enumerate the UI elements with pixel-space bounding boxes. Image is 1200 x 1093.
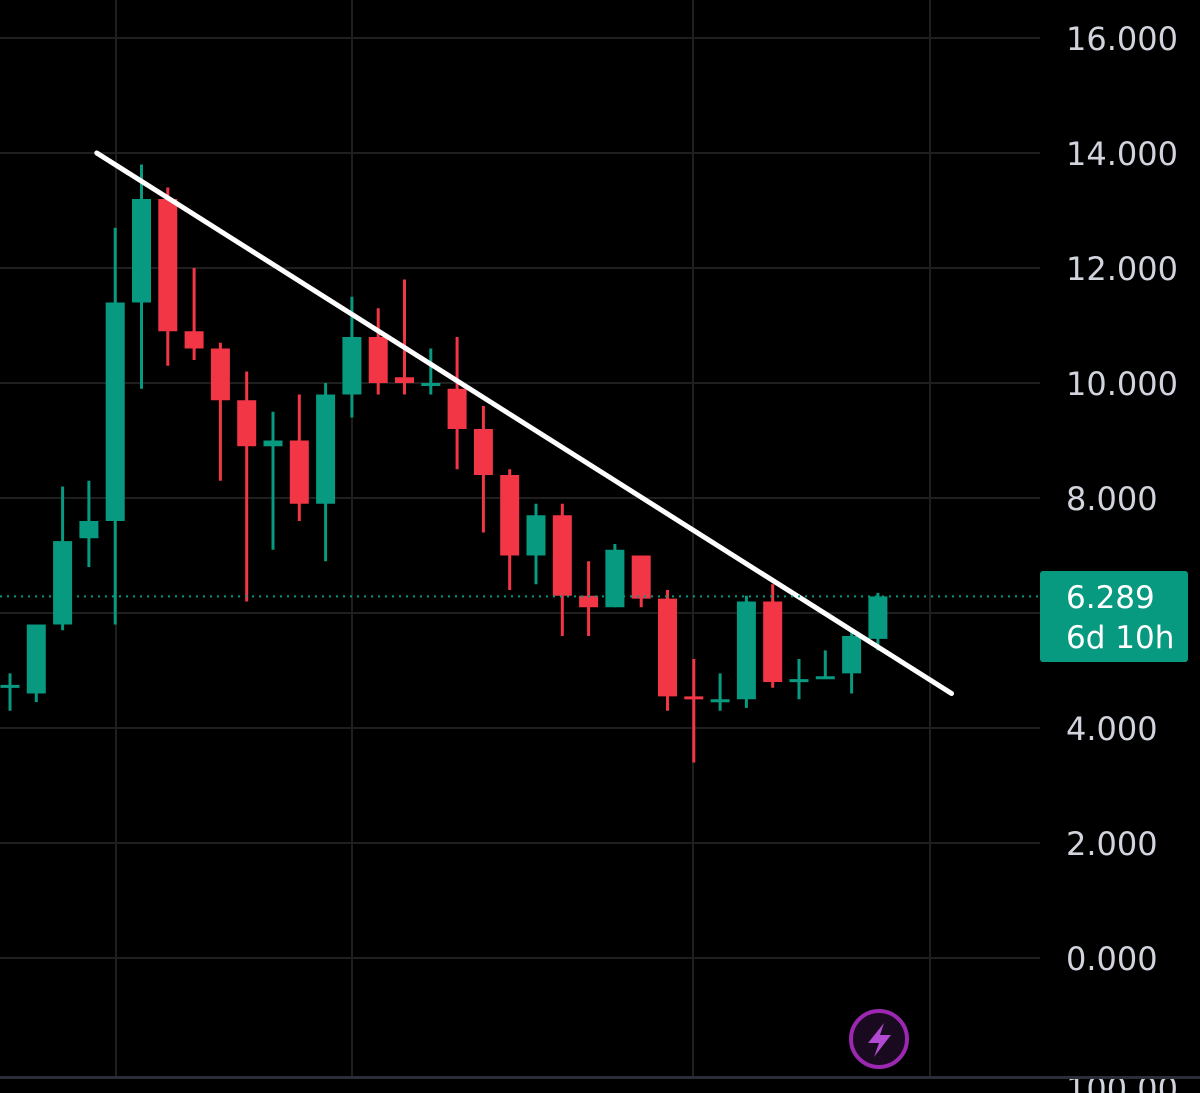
candle-body — [289, 440, 309, 504]
candle-body — [631, 555, 651, 599]
candle — [368, 308, 388, 395]
candle — [552, 503, 572, 636]
candle-body — [447, 388, 467, 429]
candle — [210, 342, 230, 481]
lightning-bolt-icon[interactable] — [849, 1009, 909, 1069]
trendline-layer — [94, 150, 955, 696]
candle-body — [421, 383, 441, 386]
price-axis-tick-label: 10.000 — [1066, 365, 1178, 403]
candle — [0, 673, 20, 711]
candle — [763, 584, 783, 688]
candle-body — [263, 440, 283, 447]
candle — [79, 480, 99, 567]
partial-bottom-axis-label: 100.00 — [1066, 1070, 1178, 1093]
price-axis-tick-label: 8.000 — [1066, 480, 1158, 518]
candle-body — [237, 400, 257, 447]
candle-body — [868, 596, 888, 639]
lightning-bolt-shape — [868, 1023, 891, 1057]
candle-body — [658, 598, 677, 697]
price-axis-tick-label: 12.000 — [1066, 250, 1178, 288]
candle-body — [710, 699, 730, 703]
price-axis-tick-label: 16.000 — [1066, 20, 1178, 58]
price-axis-tick-label: 2.000 — [1066, 825, 1158, 863]
candle-body — [79, 521, 99, 539]
candle — [526, 503, 546, 585]
candle-body — [105, 302, 125, 521]
trendline[interactable] — [94, 150, 955, 696]
candle — [842, 630, 862, 694]
price-tag-countdown: 6d 10h — [1066, 620, 1174, 656]
candle — [815, 650, 835, 680]
candle — [736, 595, 756, 708]
candle-body — [53, 541, 73, 625]
candle — [105, 227, 125, 625]
price-axis-tick-label: 4.000 — [1066, 710, 1158, 748]
candle-body — [842, 636, 862, 674]
last-price-tag: 6.289 6d 10h — [1040, 571, 1188, 662]
time-axis-separator — [0, 1076, 1200, 1079]
candle-body — [684, 696, 704, 700]
candle-body — [184, 331, 204, 349]
candle — [237, 371, 257, 602]
candle — [395, 279, 414, 395]
candle — [868, 592, 888, 651]
candle — [658, 590, 677, 711]
candle — [710, 673, 730, 711]
candle — [579, 561, 599, 636]
candle-body — [158, 199, 178, 332]
candle-body — [763, 601, 783, 682]
candle-body — [26, 624, 46, 694]
candle — [316, 383, 336, 562]
candle-body — [368, 337, 388, 383]
candle-body — [473, 429, 493, 475]
candle — [473, 406, 493, 533]
candle-body — [736, 601, 756, 700]
price-tag-value: 6.289 — [1066, 580, 1155, 616]
candle-body — [0, 684, 20, 688]
candle-body — [789, 679, 809, 683]
candle — [53, 486, 73, 631]
candle — [684, 659, 704, 763]
candle — [158, 187, 178, 366]
candles — [0, 164, 888, 763]
price-axis-tick-label: 14.000 — [1066, 135, 1178, 173]
candle-body — [132, 199, 151, 303]
candle — [132, 164, 151, 389]
candle — [500, 469, 520, 590]
candle-body — [815, 676, 835, 680]
candle — [26, 624, 46, 703]
candle-body — [552, 515, 572, 596]
candle — [789, 659, 809, 700]
candle-body — [579, 595, 599, 608]
candle-body — [605, 549, 625, 608]
candle-body — [395, 377, 414, 383]
candle-body — [526, 515, 546, 556]
candle — [421, 348, 441, 395]
candle — [631, 555, 651, 608]
candle — [447, 337, 467, 470]
candle-body — [316, 394, 336, 504]
candle-body — [500, 475, 520, 556]
candle-body — [342, 337, 362, 395]
candle-body — [210, 348, 230, 401]
candle — [184, 268, 204, 360]
candle — [289, 394, 309, 521]
candle — [263, 411, 283, 550]
price-tag-background — [1040, 571, 1188, 662]
price-axis-tick-label: 0.000 — [1066, 940, 1158, 978]
candle — [605, 544, 625, 608]
price-axis: 16.000 14.000 12.000 10.000 8.000 4.000 2.000 0… — [1066, 20, 1178, 978]
